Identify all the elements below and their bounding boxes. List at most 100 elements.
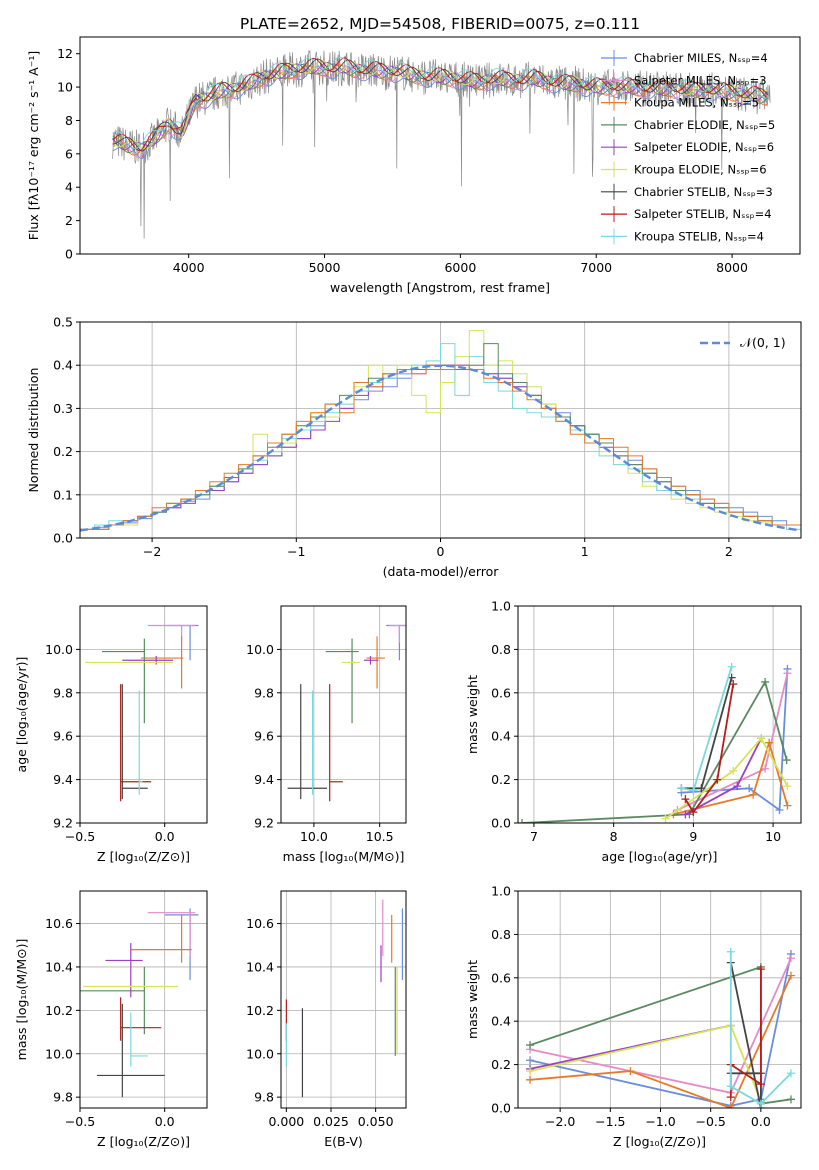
y-tick-label: 0 bbox=[65, 247, 73, 262]
model-spectrum-kroupa-miles bbox=[112, 64, 769, 156]
x-tick-label: 4000 bbox=[173, 260, 205, 275]
x-axis-label: Z [log₁₀(Z/Z⊙)] bbox=[613, 1134, 706, 1149]
panel-age_vs_Z: −0.5 0.0 9.2 9.4 9.6 9.8 10.0 Z [log₁₀(Z/Z⊙)] ag… bbox=[14, 605, 208, 864]
x-tick-label: 5000 bbox=[309, 260, 341, 275]
panel-residuals: −2 −1 0 1 2 0.0 0.1 0.2 0.3 0.4 0.5 (data-model)/er… bbox=[26, 315, 802, 579]
y-axis-label: Normed distribution bbox=[26, 368, 41, 493]
weight-marker bbox=[783, 669, 792, 678]
model-spectrum-salpeter-miles bbox=[112, 64, 769, 158]
weight-line bbox=[529, 953, 792, 1107]
y-tick-label: 0.8 bbox=[491, 927, 511, 942]
y-tick-label: 4 bbox=[65, 180, 73, 195]
y-tick-label: 9.2 bbox=[254, 816, 274, 831]
error-cross-chabrier-stelib bbox=[287, 684, 328, 800]
weight-series-kroupa-stelib bbox=[677, 662, 736, 795]
error-cross-salpeter-elodie bbox=[105, 943, 143, 998]
weight-marker bbox=[783, 801, 792, 810]
weight-marker bbox=[726, 947, 735, 956]
x-tick-label: 2 bbox=[725, 544, 733, 559]
weight-marker bbox=[756, 965, 765, 974]
y-axis-label: age [log₁₀(age/yr)] bbox=[14, 657, 29, 773]
y-tick-label: 0.3 bbox=[53, 401, 73, 416]
x-tick-label: 9 bbox=[689, 829, 697, 844]
error-cross-chabrier-miles bbox=[386, 624, 406, 661]
error-cross-kroupa-miles bbox=[366, 636, 385, 689]
y-tick-label: 9.4 bbox=[53, 772, 73, 787]
weight-marker bbox=[786, 971, 795, 980]
x-tick-label: 8 bbox=[610, 829, 618, 844]
y-tick-label: 9.8 bbox=[254, 1090, 274, 1105]
x-tick-label: 0.050 bbox=[358, 1114, 394, 1129]
x-tick-label: 8000 bbox=[716, 260, 748, 275]
plot-area bbox=[518, 662, 792, 823]
panel-mass_vs_Z: −0.5 0.0 9.8 10.0 10.2 10.4 10.6 Z [log₁₀(Z/Z⊙)… bbox=[14, 890, 208, 1149]
weight-marker bbox=[726, 1082, 735, 1091]
model-spectrum-kroupa-stelib bbox=[112, 56, 768, 149]
weight-marker bbox=[756, 1080, 765, 1089]
error-cross-chabrier-stelib bbox=[96, 1003, 165, 1098]
weight-series-chabrier-miles bbox=[677, 664, 792, 814]
x-axis-label: Z [log₁₀(Z/Z⊙)] bbox=[97, 1134, 190, 1149]
y-tick-label: 9.6 bbox=[53, 729, 73, 744]
x-tick-label: 0.025 bbox=[313, 1114, 349, 1129]
y-tick-label: 0.0 bbox=[491, 816, 511, 831]
legend-entry: Kroupa ELODIE, Nₛₛₚ=6 bbox=[634, 163, 767, 177]
weight-marker bbox=[782, 756, 791, 765]
weight-marker bbox=[761, 764, 770, 773]
y-tick-label: 12 bbox=[57, 46, 73, 61]
plot-area bbox=[80, 330, 801, 538]
residuals-legend: 𝒩(0, 1) bbox=[700, 335, 786, 350]
panel-mass_vs_EBV: 0.000 0.025 0.050 9.8 10.0 10.2 10.4 10.6 E(B-V) bbox=[246, 890, 407, 1149]
y-tick-label: 0.4 bbox=[491, 1014, 511, 1029]
y-tick-label: 10 bbox=[57, 80, 73, 95]
weight-marker bbox=[786, 954, 795, 963]
y-tick-label: 9.8 bbox=[53, 1090, 73, 1105]
error-cross-kroupa-stelib bbox=[138, 690, 143, 795]
plot-area bbox=[285, 899, 404, 1098]
y-axis-label: mass weight bbox=[465, 960, 480, 1039]
model-spectrum-salpeter-elodie bbox=[112, 61, 769, 151]
axes-frame bbox=[280, 605, 407, 824]
y-tick-label: 10.0 bbox=[246, 1046, 274, 1061]
y-tick-label: 10.0 bbox=[45, 1046, 73, 1061]
weight-marker bbox=[526, 1075, 535, 1084]
x-tick-label: −1.5 bbox=[595, 1114, 625, 1129]
weight-marker bbox=[689, 786, 698, 795]
y-tick-label: 0.8 bbox=[491, 642, 511, 657]
x-tick-label: 10 bbox=[765, 829, 781, 844]
panel-weight_vs_age: 7 8 9 10 0.0 0.2 0.4 0.6 0.8 1.0 age [log₁₀(age/yr… bbox=[465, 599, 802, 864]
plot-area bbox=[80, 908, 199, 1098]
y-tick-label: 0.6 bbox=[491, 970, 511, 985]
error-cross-kroupa-miles bbox=[140, 636, 184, 689]
legend-entry: Kroupa STELIB, Nₛₛₚ=4 bbox=[634, 229, 764, 243]
weight-marker bbox=[729, 766, 738, 775]
weight-marker bbox=[526, 1041, 535, 1050]
x-tick-label: 10.0 bbox=[300, 829, 328, 844]
plot-area bbox=[526, 947, 795, 1108]
weight-line bbox=[673, 739, 789, 816]
y-tick-label: 10.4 bbox=[45, 959, 73, 974]
axes-frame bbox=[79, 36, 801, 255]
weight-marker bbox=[761, 677, 770, 686]
error-cross-kroupa-stelib bbox=[130, 1012, 148, 1067]
y-tick-label: 0.2 bbox=[53, 444, 73, 459]
x-tick-label: 1 bbox=[581, 544, 589, 559]
weight-marker bbox=[697, 784, 706, 793]
weight-marker bbox=[681, 795, 690, 804]
y-tick-label: 0.2 bbox=[491, 772, 511, 787]
weight-marker bbox=[726, 1093, 735, 1102]
legend-entry: Salpeter ELODIE, Nₛₛₚ=6 bbox=[634, 140, 774, 154]
weight-marker bbox=[677, 784, 686, 793]
error-cross-salpeter-stelib bbox=[120, 997, 162, 1041]
y-axis-label: mass weight bbox=[465, 675, 480, 754]
panel-age_vs_mass: 10.0 10.5 9.2 9.4 9.6 9.8 10.0 mass [log₁₀(M/M⊙… bbox=[246, 605, 407, 864]
error-cross-salpeter-miles bbox=[147, 624, 196, 643]
weight-marker bbox=[661, 814, 670, 823]
x-tick-label: −2 bbox=[143, 544, 161, 559]
weight-marker bbox=[713, 775, 722, 784]
y-tick-label: 9.8 bbox=[254, 685, 274, 700]
weight-line bbox=[521, 679, 788, 823]
weight-marker bbox=[786, 1095, 795, 1104]
legend-entry: Chabrier STELIB, Nₛₛₚ=3 bbox=[634, 185, 773, 199]
